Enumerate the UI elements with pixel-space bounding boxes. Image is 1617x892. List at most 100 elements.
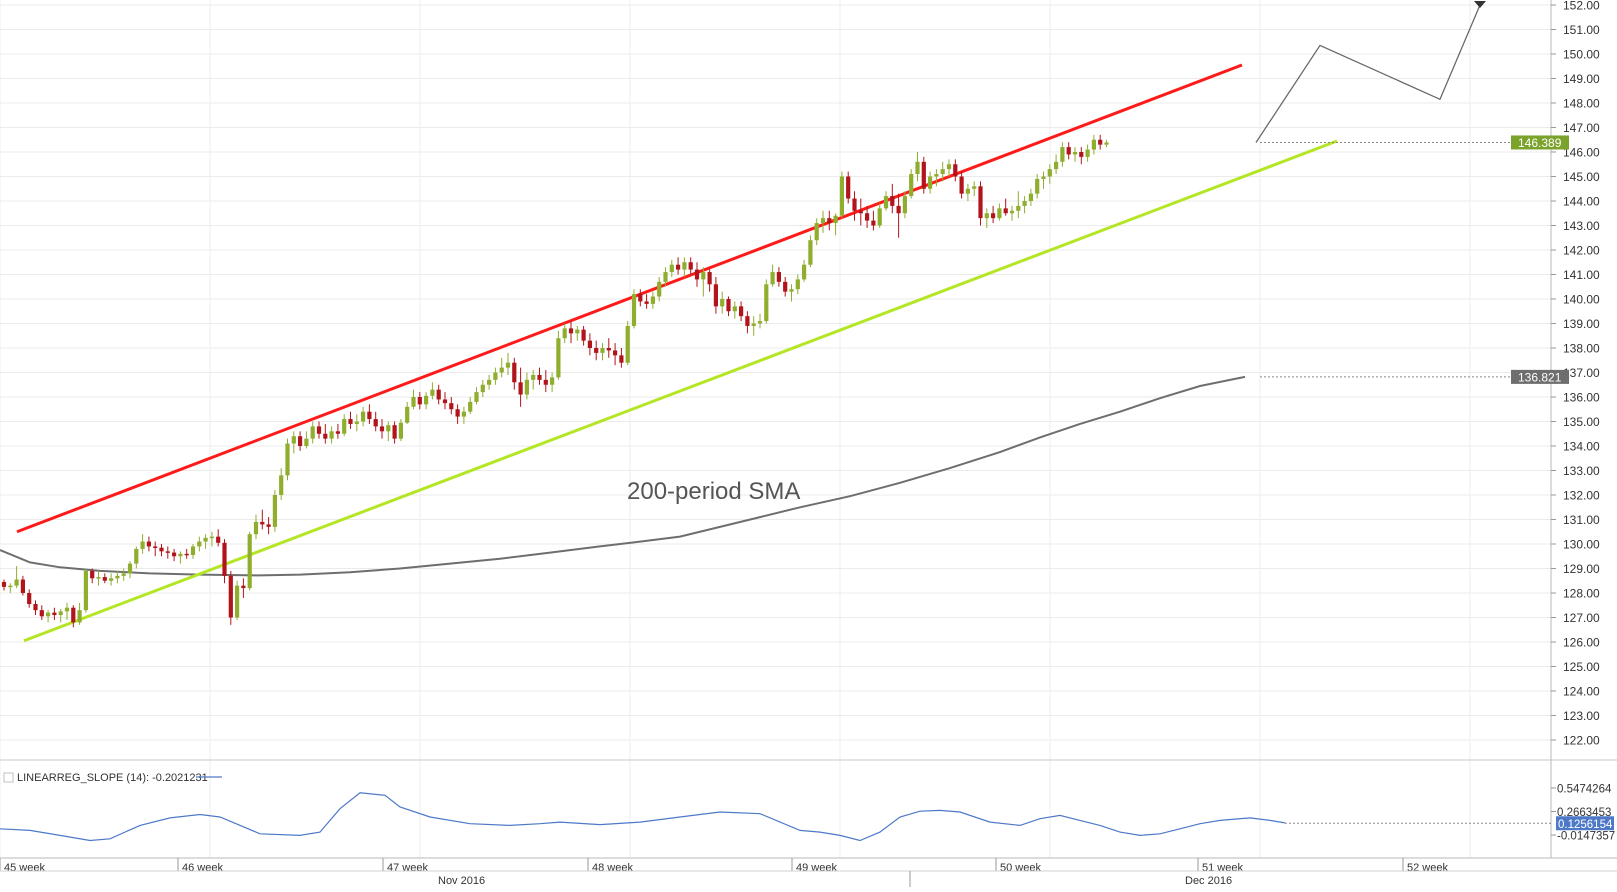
candle-body bbox=[537, 374, 542, 380]
oscillator-line bbox=[0, 792, 1286, 842]
candle-body bbox=[115, 575, 120, 579]
month-label: Dec 2016 bbox=[1185, 875, 1232, 887]
candle-body bbox=[921, 161, 926, 189]
candle-body bbox=[461, 411, 466, 417]
candle-body bbox=[827, 218, 832, 224]
candle-body bbox=[833, 215, 838, 224]
price-tick-label: 131.00 bbox=[1563, 513, 1600, 527]
week-label: 48 week bbox=[592, 862, 633, 874]
candle-body bbox=[701, 272, 706, 280]
candle-body bbox=[676, 264, 681, 270]
week-label: 46 week bbox=[182, 862, 223, 874]
candle-body bbox=[1079, 152, 1084, 157]
week-label: 50 week bbox=[1000, 862, 1041, 874]
price-tick-label: 150.00 bbox=[1563, 48, 1600, 62]
candle-body bbox=[915, 161, 920, 175]
candle-body bbox=[1054, 161, 1059, 170]
candle-body bbox=[1022, 201, 1027, 206]
candle-body bbox=[90, 570, 95, 579]
lower-channel-line bbox=[23, 139, 1338, 643]
candle-body bbox=[392, 425, 397, 439]
candle-body bbox=[379, 426, 385, 432]
candle-body bbox=[260, 521, 265, 525]
candle-body bbox=[480, 384, 485, 393]
candle-body bbox=[965, 188, 970, 194]
candle-body bbox=[619, 355, 624, 363]
candle-body bbox=[720, 299, 725, 307]
price-tick-label: 147.00 bbox=[1563, 121, 1600, 135]
price-tick-label: 125.00 bbox=[1563, 660, 1600, 674]
candle-body bbox=[600, 348, 605, 353]
price-tick-label: 126.00 bbox=[1563, 636, 1600, 650]
candle-body bbox=[247, 534, 252, 589]
candle-body bbox=[96, 577, 101, 579]
candle-body bbox=[285, 443, 290, 476]
candle-body bbox=[657, 281, 662, 297]
candle-body bbox=[858, 210, 863, 214]
candle-body bbox=[153, 546, 158, 548]
price-tick-label: 152.00 bbox=[1563, 0, 1600, 13]
price-tick-label: 128.00 bbox=[1563, 587, 1600, 601]
price-tick-label: 132.00 bbox=[1563, 489, 1600, 503]
candle-body bbox=[1009, 210, 1015, 214]
sma-value-badge bbox=[1511, 369, 1569, 384]
last-price-label: 146.389 bbox=[1518, 136, 1562, 150]
week-label: 52 week bbox=[1407, 862, 1448, 874]
candle-body bbox=[228, 575, 233, 618]
candle-body bbox=[253, 521, 259, 535]
candle-body bbox=[928, 176, 933, 189]
forecast-path bbox=[1255, 4, 1481, 143]
candle-body bbox=[688, 262, 693, 270]
candle-body bbox=[291, 436, 296, 444]
month-label: Nov 2016 bbox=[438, 875, 485, 887]
candle-body bbox=[613, 350, 618, 356]
oscillator-tick-label: -0.0147357 bbox=[1557, 831, 1615, 843]
sma-value-label: 136.821 bbox=[1518, 370, 1562, 384]
indicator-toggle-icon[interactable] bbox=[3, 772, 14, 783]
candle-body bbox=[316, 426, 322, 434]
candle-body bbox=[776, 272, 781, 282]
candle-body bbox=[1085, 149, 1090, 157]
price-tick-label: 133.00 bbox=[1563, 464, 1600, 478]
price-tick-label: 139.00 bbox=[1563, 317, 1600, 331]
candle-body bbox=[669, 264, 674, 273]
candle-body bbox=[386, 425, 391, 432]
candle-body bbox=[587, 340, 592, 348]
candle-body bbox=[732, 306, 737, 312]
price-tick-label: 122.00 bbox=[1563, 734, 1600, 748]
candle-body bbox=[64, 607, 70, 612]
candle-body bbox=[33, 604, 38, 611]
candle-body bbox=[934, 174, 939, 177]
candle-body bbox=[216, 536, 221, 543]
candle-body bbox=[127, 563, 133, 574]
candle-body bbox=[644, 301, 649, 304]
candle-body bbox=[789, 289, 794, 292]
candle-body bbox=[367, 411, 372, 420]
candle-body bbox=[83, 570, 88, 611]
price-tick-label: 145.00 bbox=[1563, 170, 1600, 184]
price-tick-label: 146.00 bbox=[1563, 146, 1600, 160]
candle-body bbox=[991, 213, 996, 219]
sma-annotation: 200-period SMA bbox=[627, 478, 800, 505]
candle-body bbox=[575, 329, 580, 334]
price-tick-label: 134.00 bbox=[1563, 440, 1600, 454]
candle-body bbox=[770, 272, 775, 285]
candle-body bbox=[20, 579, 25, 593]
candle-body bbox=[1028, 193, 1033, 201]
candle-body bbox=[959, 176, 964, 194]
candle-body bbox=[518, 382, 523, 395]
price-tick-label: 130.00 bbox=[1563, 538, 1600, 552]
price-tick-label: 151.00 bbox=[1563, 23, 1600, 37]
oscillator-value-label: 0.1256154 bbox=[1558, 819, 1613, 831]
candle-body bbox=[342, 419, 347, 434]
candle-body bbox=[46, 612, 51, 617]
candle-body bbox=[323, 433, 328, 439]
price-tick-label: 142.00 bbox=[1563, 244, 1600, 258]
last-price-badge bbox=[1511, 135, 1569, 150]
candle-body bbox=[978, 186, 983, 219]
price-tick-label: 140.00 bbox=[1563, 293, 1600, 307]
candle-body bbox=[178, 553, 183, 557]
candle-body bbox=[405, 406, 410, 423]
candle-body bbox=[310, 426, 315, 439]
